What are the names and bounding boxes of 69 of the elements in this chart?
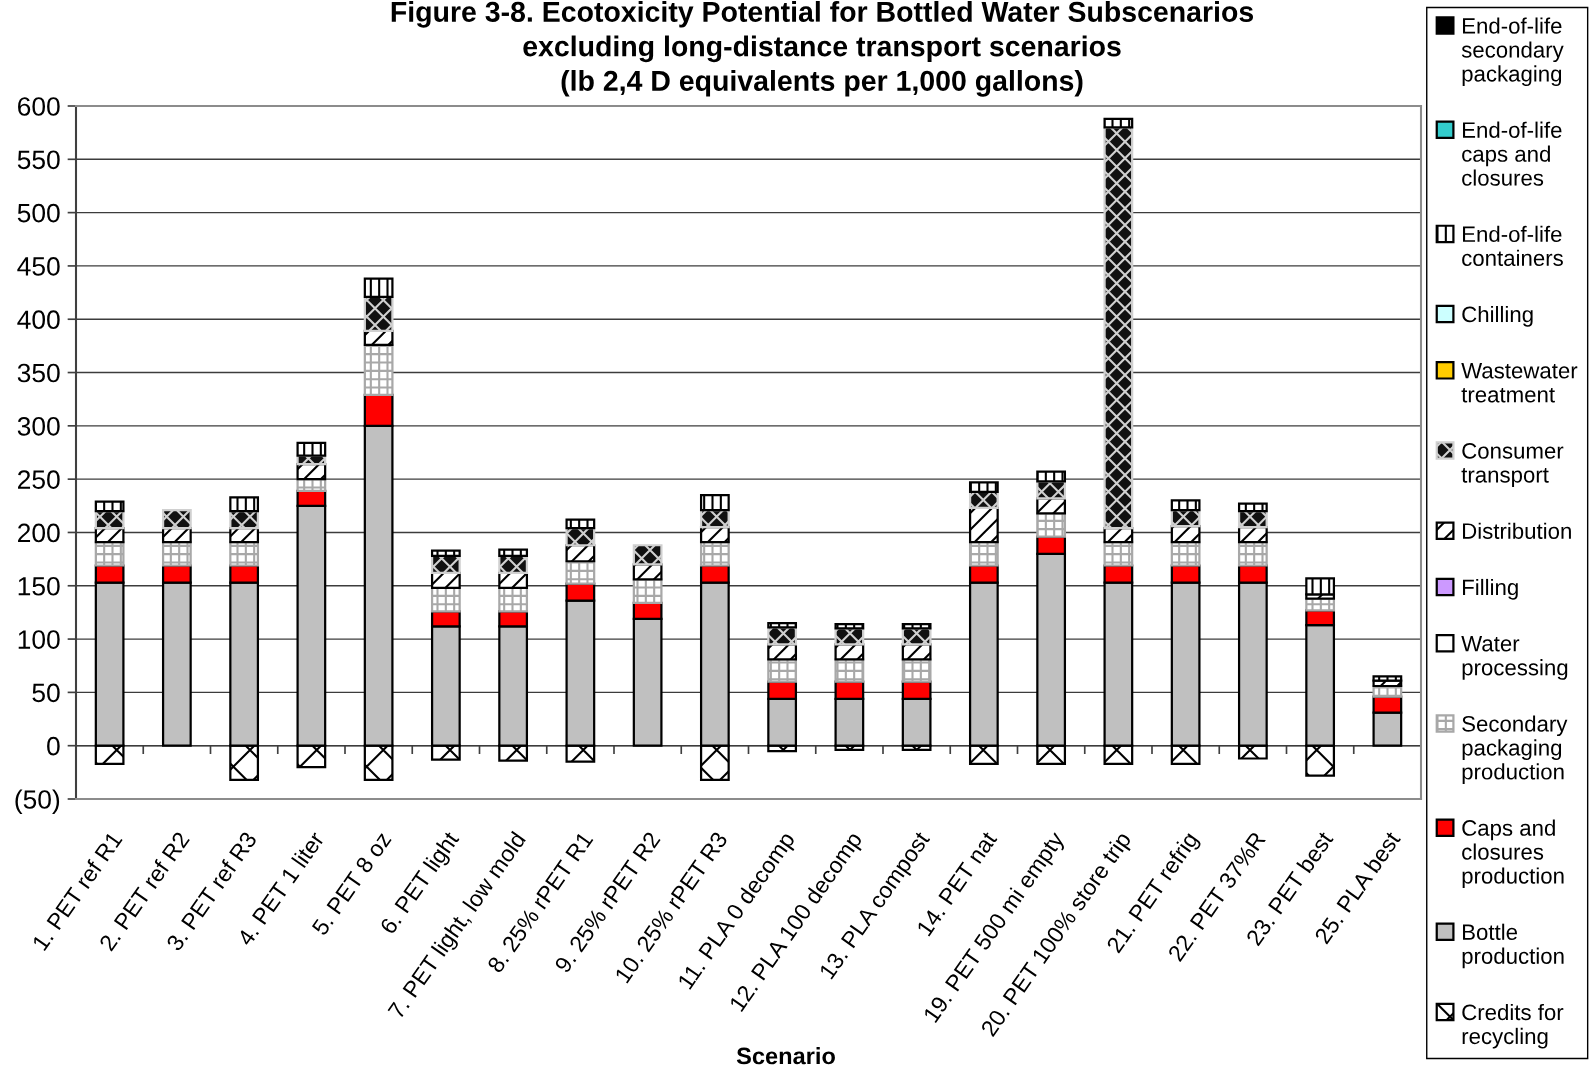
legend-label: Chilling — [1462, 305, 1533, 327]
y-tick-label: (50) — [15, 789, 60, 815]
bar — [767, 658, 798, 683]
y-tick-label: 500 — [17, 203, 60, 223]
bar — [968, 481, 999, 494]
y-tick-label: 50 — [32, 683, 60, 703]
bar — [968, 540, 999, 567]
bar — [834, 658, 865, 683]
bar — [363, 343, 394, 397]
bar — [565, 560, 596, 585]
y-tick-label: 300 — [17, 416, 60, 436]
legend-label: End-of-life containers — [1462, 225, 1563, 267]
bar — [1103, 540, 1134, 567]
legend-label: Water processing — [1461, 636, 1568, 680]
bar — [968, 506, 999, 544]
y-tick-label: 100 — [18, 630, 60, 649]
bar — [94, 540, 125, 567]
legend-label: Filling — [1463, 578, 1518, 600]
y-tick-label: 250 — [18, 470, 60, 489]
bar — [161, 508, 192, 530]
bar — [632, 578, 663, 604]
legend-label: Consumer transport — [1461, 443, 1564, 488]
y-tick-label: 0 — [47, 736, 60, 756]
y-tick-label: 550 — [17, 150, 60, 170]
bar — [699, 494, 730, 512]
bar — [229, 496, 260, 513]
bar — [1170, 540, 1201, 567]
bar — [565, 518, 596, 530]
y-tick-label: 600 — [18, 97, 60, 116]
bar — [498, 586, 529, 613]
bar — [296, 441, 327, 457]
legend-label: Credits for recycling — [1462, 1003, 1564, 1049]
bar — [94, 500, 125, 513]
bar — [1237, 540, 1268, 567]
bar — [229, 540, 260, 567]
y-tick-label: 450 — [17, 257, 60, 276]
legend-label: Secondary packaging production — [1462, 715, 1568, 784]
bar — [1036, 470, 1067, 483]
bar — [1305, 577, 1336, 596]
bar — [1103, 117, 1134, 129]
bar — [901, 658, 932, 683]
bar — [1036, 512, 1067, 538]
bar — [699, 540, 730, 567]
bar — [901, 623, 932, 630]
bar — [632, 544, 663, 566]
legend-label: End-of-life secondary packaging — [1461, 17, 1564, 87]
y-tick-label: 350 — [17, 363, 60, 383]
x-axis-title: Scenario — [736, 1047, 835, 1065]
legend-label: Caps and closures production — [1462, 819, 1564, 889]
bar — [834, 623, 865, 630]
bar — [363, 295, 394, 333]
bar — [363, 277, 394, 298]
bar — [1170, 499, 1201, 512]
legend-label: Bottle production — [1462, 923, 1564, 969]
y-tick-label: 150 — [18, 576, 60, 596]
legend-label: Wastewater treatment — [1461, 363, 1578, 403]
y-tick-label: 200 — [18, 523, 60, 543]
legend-label: End-of-life caps and closures — [1462, 121, 1562, 186]
bar — [767, 626, 798, 646]
bar — [1237, 502, 1268, 513]
bar — [1103, 126, 1134, 530]
y-tick-label: 400 — [17, 310, 60, 330]
bar — [767, 621, 798, 629]
bar — [430, 549, 461, 558]
chart-title: Figure 3-8. Ecotoxicity Potential for Bottled Water Subscenarios excluding long-distance transport scenarios (lb 2,4 D equivalents per 1,000 gallons) — [391, 1, 1254, 97]
legend-label: Distribution — [1463, 522, 1571, 539]
bar — [430, 586, 461, 613]
bar — [161, 540, 192, 567]
bar — [498, 548, 529, 558]
